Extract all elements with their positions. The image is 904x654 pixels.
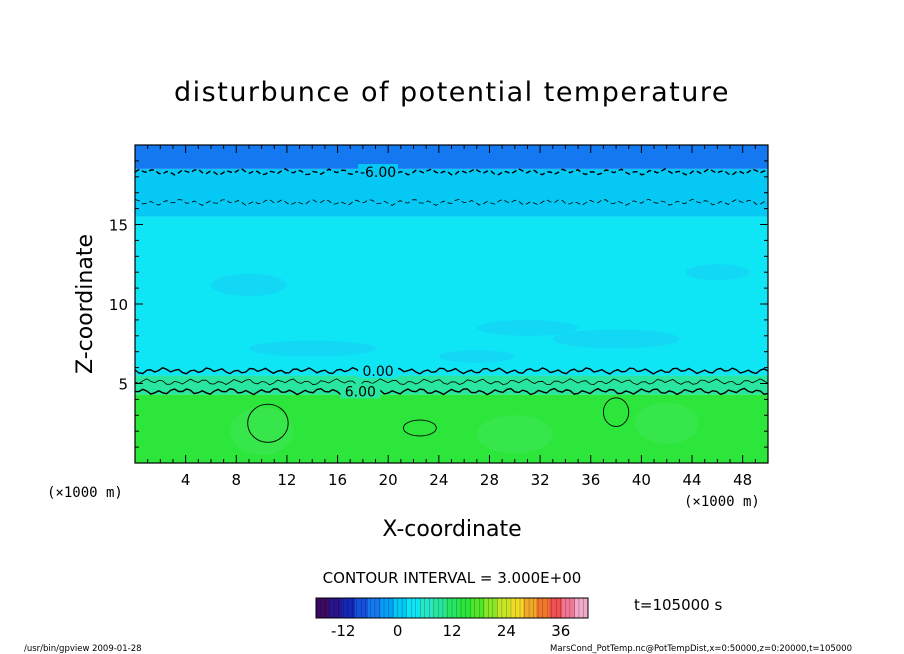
colorbar-cell-8 [419, 598, 434, 618]
x-tick-label-44: 44 [682, 471, 701, 489]
colorbar-cell-11 [458, 598, 472, 618]
contour-label-4: 6.00 [345, 384, 376, 400]
colorbar-cell-12 [471, 598, 485, 618]
contour-line-3 [134, 378, 769, 386]
colorbar-cell-19 [562, 598, 576, 618]
x-tick-label-12: 12 [277, 471, 296, 489]
y-ticks: 5 10 15 [109, 144, 768, 464]
patch-8 [635, 402, 699, 444]
contour-line-0 [134, 168, 769, 176]
colorbar-tick-0: 0 [393, 622, 403, 640]
colorbar-ticks: -12 0 12 24 36 [331, 622, 570, 640]
footer-right: MarsCond_PotTemp.nc@PotTempDist,x=0:5000… [550, 644, 852, 654]
patch-7 [476, 415, 553, 454]
y-axis-label: Z-coordinate [73, 234, 98, 374]
colorbar-cell-17 [536, 598, 550, 618]
x-unit-right: (×1000 m) [684, 494, 760, 510]
x-tick-label-48: 48 [733, 471, 752, 489]
contour-line-4 [134, 387, 769, 396]
x-tick-label-36: 36 [581, 471, 600, 489]
contour-lines [134, 168, 769, 443]
colorbar-cell-15 [510, 598, 524, 618]
chart-title: disturbunce of potential temperature [174, 77, 730, 108]
patch-2 [438, 350, 515, 363]
y-tick-label-10: 10 [109, 296, 128, 314]
patch-4 [210, 273, 287, 297]
colorbar-cell-6 [393, 598, 408, 618]
x-tick-label-8: 8 [232, 471, 242, 489]
colorbar-cell-2 [341, 598, 356, 618]
contour-label-bg-2 [358, 362, 399, 378]
colorbar-tick-36: 36 [551, 622, 570, 640]
colorbar-tick--12: -12 [331, 622, 356, 640]
x-unit-left: (×1000 m) [47, 485, 123, 501]
colorbar [315, 597, 589, 619]
x-axis-label: X-coordinate [382, 517, 521, 542]
contour-labels: -6.00 0.00 6.00 [340, 164, 399, 400]
colorbar-cell-3 [354, 598, 369, 618]
x-tick-label-24: 24 [429, 471, 448, 489]
colorbar-cell-16 [523, 598, 537, 618]
patch-6 [229, 407, 294, 456]
contour-interval: CONTOUR INTERVAL = 3.000E+00 [323, 569, 582, 587]
x-tick-label-4: 4 [181, 471, 191, 489]
colorbar-tick-24: 24 [497, 622, 516, 640]
patch-3 [552, 329, 680, 349]
x-tick-label-20: 20 [379, 471, 398, 489]
closed-contour-2 [602, 397, 630, 427]
contour-line-2 [134, 366, 769, 375]
plot-area: -6.00 0.00 6.00 [134, 144, 769, 464]
y-tick-label-5: 5 [118, 376, 128, 394]
contour-label-bg-4 [340, 383, 381, 399]
colorbar-cell-20 [575, 598, 589, 618]
colorbar-cell-5 [380, 598, 395, 618]
colorbar-cell-1 [328, 598, 343, 618]
colorbar-cell-18 [549, 598, 563, 618]
x-tick-label-40: 40 [632, 471, 651, 489]
contour-label-0: -6.00 [360, 165, 396, 181]
closed-contour-0 [247, 403, 289, 443]
patch-1 [476, 319, 579, 336]
x-tick-label-28: 28 [480, 471, 499, 489]
time-label: t=105000 s [634, 596, 722, 614]
colorbar-cell-4 [367, 598, 382, 618]
contour-line-1 [134, 198, 769, 206]
field-patches [210, 264, 750, 456]
patch-5 [685, 264, 750, 281]
x-ticks: 4 8 12 16 20 24 28 32 36 40 44 48 [134, 145, 769, 489]
footer-left: /usr/bin/gpview 2009-01-28 [24, 644, 142, 654]
colorbar-frame [315, 597, 589, 619]
colorbar-tick-12: 12 [442, 622, 461, 640]
colorbar-cell-7 [406, 598, 421, 618]
band-2 [135, 216, 768, 376]
contour-label-bg-0 [358, 164, 399, 180]
colorbar-cell-0 [316, 598, 330, 618]
colorbar-cell-10 [445, 598, 459, 618]
band-3 [135, 168, 768, 217]
contour-label-2: 0.00 [362, 364, 393, 380]
colorbar-cell-9 [432, 598, 447, 618]
patch-0 [248, 340, 376, 357]
colorbar-cell-14 [497, 598, 511, 618]
y-tick-label-15: 15 [109, 217, 128, 235]
closed-contour-1 [402, 419, 437, 437]
band-4 [135, 145, 768, 169]
x-tick-label-16: 16 [328, 471, 347, 489]
colorbar-cell-13 [484, 598, 498, 618]
x-tick-label-32: 32 [531, 471, 550, 489]
